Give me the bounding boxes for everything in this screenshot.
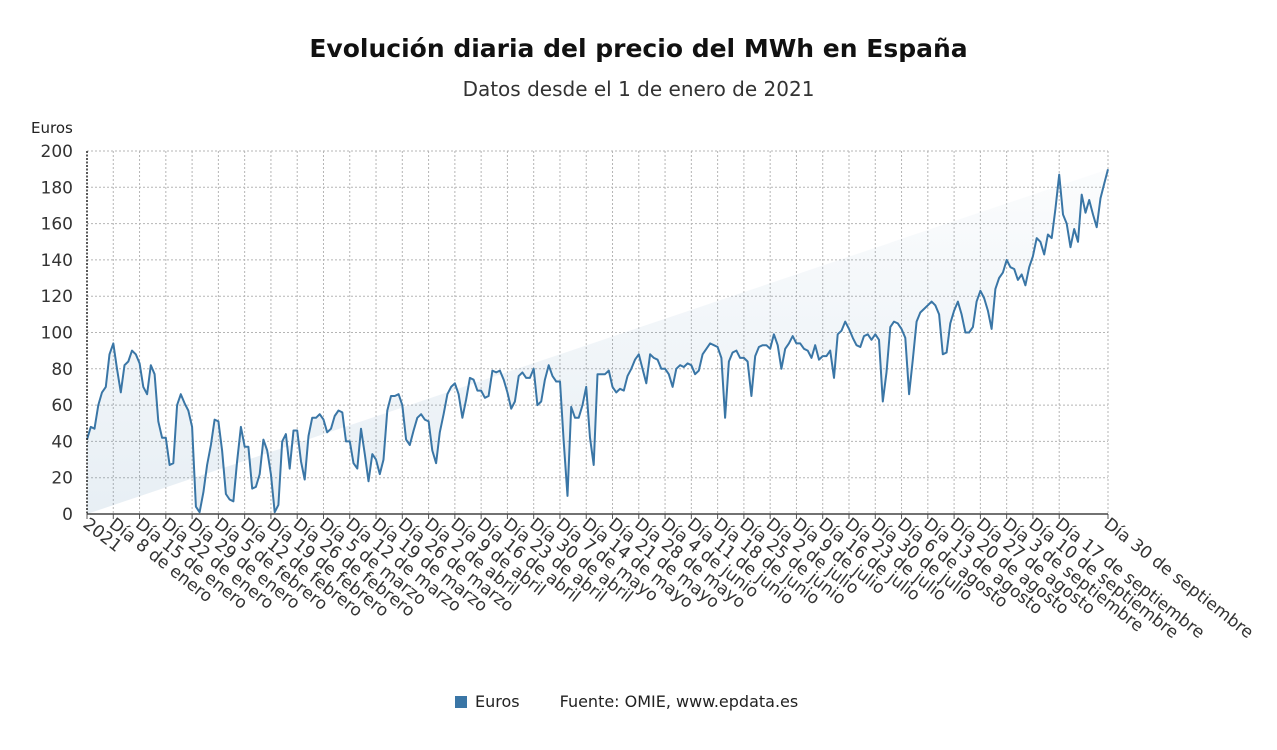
- legend-swatch: [455, 695, 467, 708]
- chart-subtitle: Datos desde el 1 de enero de 2021: [462, 77, 815, 101]
- y-tick-label: 180: [41, 178, 73, 198]
- area-layer: [86, 168, 1109, 514]
- source-text: Fuente: OMIE, www.epdata.es: [559, 692, 799, 711]
- series-line-euros: [86, 168, 1109, 514]
- y-tick-label: 20: [51, 469, 73, 489]
- y-tick-label: 100: [41, 324, 73, 344]
- axes: [86, 151, 1109, 519]
- y-tick-label: 160: [41, 215, 73, 235]
- legend: Euros Fuente: OMIE, www.epdata.es: [455, 692, 798, 711]
- y-tick-label: 80: [51, 360, 73, 380]
- y-tick-label: 0: [62, 505, 73, 525]
- y-tick-label: 40: [51, 432, 73, 452]
- chart-title: Evolución diaria del precio del MWh en E…: [309, 34, 968, 63]
- series-area-euros: [87, 169, 1108, 514]
- y-axis-label: Euros: [31, 119, 73, 137]
- y-tick-label: 120: [41, 287, 73, 307]
- legend-label: Euros: [475, 692, 520, 711]
- y-tick-labels: 0 20 40 60 80 100 120 140 160 180 200: [41, 142, 73, 525]
- y-tick-label: 140: [41, 251, 73, 271]
- y-tick-label: 200: [41, 142, 73, 162]
- y-tick-label: 60: [51, 396, 73, 416]
